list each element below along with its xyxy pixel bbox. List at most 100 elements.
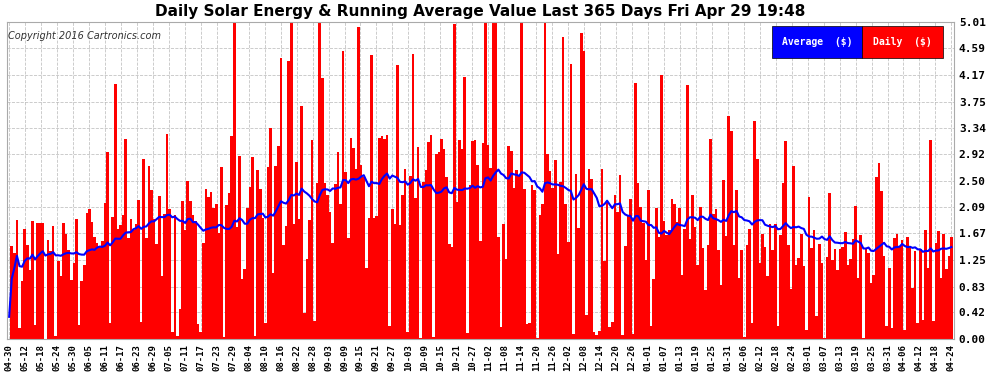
- Bar: [561, 37, 564, 339]
- Bar: [481, 143, 484, 339]
- Bar: [158, 196, 160, 339]
- Bar: [872, 275, 875, 339]
- Bar: [70, 280, 72, 339]
- Bar: [624, 246, 627, 339]
- Bar: [649, 326, 652, 339]
- Bar: [500, 327, 502, 339]
- Bar: [168, 209, 171, 339]
- Bar: [21, 281, 24, 339]
- Bar: [479, 241, 481, 339]
- Bar: [122, 215, 125, 339]
- Bar: [629, 199, 632, 339]
- Bar: [127, 238, 130, 339]
- Bar: [821, 262, 824, 339]
- Bar: [668, 230, 670, 339]
- Bar: [950, 237, 952, 339]
- Bar: [531, 185, 534, 339]
- Bar: [91, 222, 93, 339]
- Bar: [37, 223, 39, 339]
- Bar: [75, 219, 78, 339]
- Bar: [748, 228, 750, 339]
- Bar: [16, 220, 18, 339]
- Bar: [834, 249, 837, 339]
- Bar: [259, 189, 261, 339]
- FancyBboxPatch shape: [772, 27, 862, 58]
- Bar: [733, 245, 736, 339]
- Bar: [489, 168, 492, 339]
- Bar: [901, 240, 904, 339]
- Bar: [62, 224, 64, 339]
- Bar: [101, 241, 104, 339]
- Bar: [244, 269, 246, 339]
- Bar: [917, 323, 919, 339]
- Bar: [236, 226, 239, 339]
- Bar: [846, 266, 849, 339]
- Bar: [637, 183, 640, 339]
- Bar: [443, 149, 446, 339]
- Bar: [652, 279, 655, 339]
- Bar: [787, 245, 790, 339]
- Bar: [914, 251, 917, 339]
- Bar: [391, 209, 394, 339]
- Bar: [728, 116, 730, 339]
- Bar: [577, 228, 580, 339]
- Bar: [476, 165, 479, 339]
- Bar: [484, 22, 487, 339]
- Bar: [510, 151, 513, 339]
- Bar: [691, 195, 694, 339]
- Bar: [290, 22, 293, 339]
- Bar: [870, 283, 872, 339]
- Bar: [548, 171, 551, 339]
- Bar: [930, 140, 932, 339]
- Bar: [843, 232, 846, 339]
- Bar: [717, 250, 720, 339]
- Bar: [394, 224, 396, 339]
- Bar: [438, 152, 441, 339]
- Bar: [647, 190, 649, 339]
- Bar: [220, 167, 223, 339]
- Bar: [829, 194, 831, 339]
- Bar: [319, 22, 321, 339]
- Bar: [564, 204, 567, 339]
- Bar: [324, 183, 327, 339]
- Bar: [340, 204, 342, 339]
- Bar: [383, 139, 386, 339]
- Bar: [461, 149, 463, 339]
- Bar: [837, 270, 839, 339]
- Bar: [474, 140, 476, 339]
- Bar: [194, 222, 197, 339]
- Bar: [42, 223, 45, 339]
- Bar: [495, 22, 497, 339]
- Bar: [370, 55, 373, 339]
- Bar: [253, 336, 256, 339]
- Bar: [551, 188, 554, 339]
- Bar: [179, 309, 181, 339]
- Bar: [758, 263, 761, 339]
- Bar: [657, 237, 660, 339]
- Bar: [723, 180, 725, 339]
- Bar: [83, 265, 85, 339]
- Bar: [388, 326, 391, 339]
- Bar: [582, 51, 585, 339]
- Bar: [458, 140, 461, 339]
- Bar: [508, 146, 510, 339]
- Bar: [940, 278, 942, 339]
- Bar: [769, 224, 771, 339]
- Bar: [756, 159, 758, 339]
- Bar: [743, 337, 745, 339]
- Bar: [635, 82, 637, 339]
- Bar: [632, 334, 635, 339]
- Bar: [256, 170, 259, 339]
- Bar: [34, 325, 37, 339]
- Bar: [854, 206, 857, 339]
- Bar: [303, 313, 306, 339]
- Bar: [282, 245, 285, 339]
- Bar: [433, 337, 435, 339]
- Bar: [453, 24, 455, 339]
- Bar: [380, 136, 383, 339]
- Bar: [603, 261, 606, 339]
- Bar: [98, 246, 101, 339]
- Bar: [810, 248, 813, 339]
- Bar: [694, 228, 696, 339]
- Bar: [226, 205, 228, 339]
